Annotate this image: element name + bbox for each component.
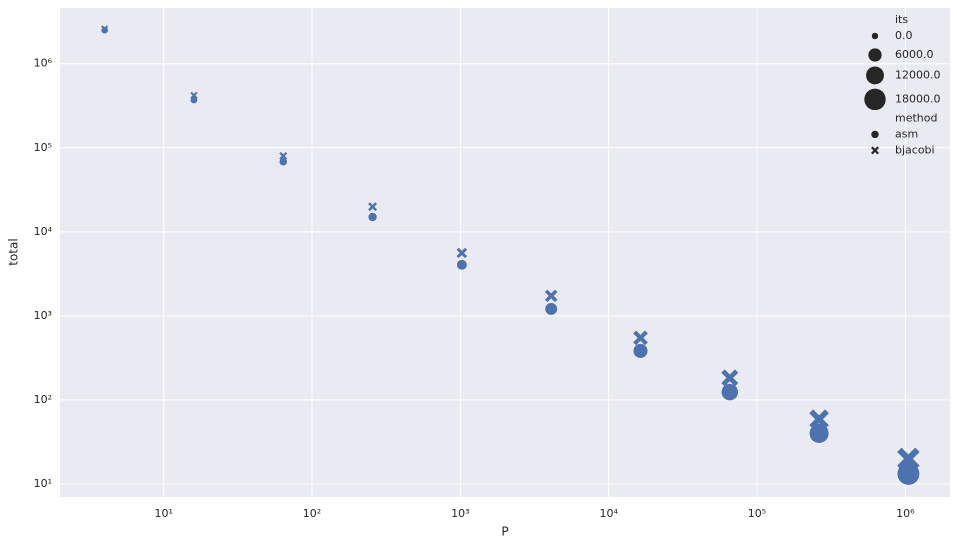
point	[456, 259, 468, 271]
point	[721, 383, 739, 401]
legend-title: method	[895, 111, 937, 124]
x-tick-label: 10⁵	[748, 507, 766, 520]
point	[897, 447, 920, 471]
point	[809, 423, 830, 444]
x-axis-label: P	[501, 525, 508, 539]
legend-label: 18000.0	[895, 92, 941, 105]
point	[367, 212, 378, 222]
legend-marker	[863, 88, 887, 111]
legend-label: 0.0	[895, 29, 913, 42]
point	[721, 369, 739, 387]
point	[368, 202, 378, 212]
point	[279, 151, 288, 160]
point	[279, 157, 288, 167]
legend-marker	[871, 146, 879, 155]
y-tick-label: 10⁴	[34, 225, 53, 238]
y-tick-label: 10¹	[34, 477, 52, 490]
x-tick-label: 10⁶	[896, 507, 915, 520]
point	[544, 302, 558, 316]
point	[633, 330, 648, 346]
legend-label: 6000.0	[895, 48, 934, 61]
plot-area	[60, 8, 950, 497]
point	[190, 91, 198, 100]
legend-title: its	[895, 13, 908, 26]
legend-label: asm	[895, 127, 918, 140]
point	[456, 247, 468, 259]
point	[100, 26, 109, 35]
point	[632, 343, 649, 359]
y-tick-label: 10⁵	[34, 141, 52, 154]
x-tick-label: 10⁴	[599, 507, 618, 520]
y-tick-label: 10²	[34, 393, 52, 406]
point	[101, 25, 109, 33]
legend-label: bjacobi	[895, 143, 935, 156]
y-tick-label: 10³	[34, 309, 52, 322]
x-tick-label: 10³	[451, 507, 469, 520]
legend-marker	[865, 65, 885, 85]
legend-label: 12000.0	[895, 68, 941, 81]
legend-marker	[870, 130, 880, 139]
legend-marker	[871, 32, 879, 40]
x-tick-label: 10²	[303, 507, 321, 520]
point	[809, 409, 829, 429]
y-axis-label: total	[7, 238, 21, 265]
x-tick-label: 10¹	[154, 507, 172, 520]
legend-marker	[867, 47, 883, 63]
y-tick-label: 10⁶	[34, 57, 53, 70]
point	[544, 289, 558, 303]
